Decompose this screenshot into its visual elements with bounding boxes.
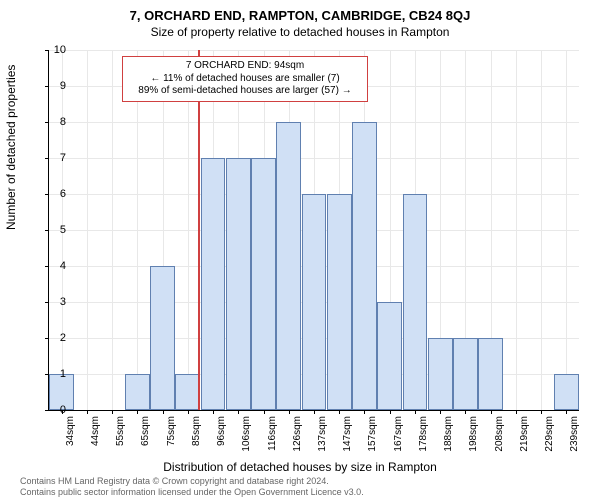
xtick-label: 65sqm [140, 416, 151, 466]
xtick-mark [440, 410, 441, 414]
ytick-label: 10 [26, 44, 66, 56]
chart-subtitle: Size of property relative to detached ho… [0, 23, 600, 39]
xtick-label: 34sqm [65, 416, 76, 466]
ytick-label: 2 [26, 332, 66, 344]
xtick-label: 96sqm [216, 416, 227, 466]
xtick-mark [264, 410, 265, 414]
xtick-mark [163, 410, 164, 414]
histogram-bar [478, 338, 503, 410]
ytick-label: 0 [26, 404, 66, 416]
xtick-mark [415, 410, 416, 414]
xtick-label: 126sqm [292, 416, 303, 466]
xtick-mark [87, 410, 88, 414]
xtick-label: 167sqm [393, 416, 404, 466]
xtick-label: 188sqm [443, 416, 454, 466]
xtick-mark [289, 410, 290, 414]
xtick-mark [314, 410, 315, 414]
histogram-bar [428, 338, 453, 410]
xtick-mark [112, 410, 113, 414]
annotation-line3: 89% of semi-detached houses are larger (… [127, 85, 363, 98]
histogram-bar [125, 374, 150, 410]
footer-line1: Contains HM Land Registry data © Crown c… [20, 476, 364, 487]
xtick-mark [516, 410, 517, 414]
xtick-mark [137, 410, 138, 414]
histogram-bar [403, 194, 428, 410]
ytick-label: 4 [26, 260, 66, 272]
xtick-label: 55sqm [115, 416, 126, 466]
xtick-label: 229sqm [544, 416, 555, 466]
xtick-mark [238, 410, 239, 414]
xtick-label: 116sqm [267, 416, 278, 466]
xtick-label: 219sqm [519, 416, 530, 466]
xtick-label: 106sqm [241, 416, 252, 466]
histogram-bar [276, 122, 301, 410]
plot-area: 7 ORCHARD END: 94sqm← 11% of detached ho… [48, 50, 579, 411]
xtick-mark [188, 410, 189, 414]
xtick-label: 147sqm [342, 416, 353, 466]
histogram-bar [201, 158, 226, 410]
chart-title: 7, ORCHARD END, RAMPTON, CAMBRIDGE, CB24… [0, 0, 600, 23]
histogram-bar [554, 374, 579, 410]
y-axis-label: Number of detached properties [4, 65, 18, 230]
grid-line [516, 50, 517, 410]
ytick-label: 5 [26, 224, 66, 236]
grid-line [112, 50, 113, 410]
grid-line [541, 50, 542, 410]
histogram-bar [226, 158, 251, 410]
xtick-label: 157sqm [367, 416, 378, 466]
histogram-bar [251, 158, 276, 410]
xtick-label: 198sqm [468, 416, 479, 466]
xtick-mark [491, 410, 492, 414]
property-marker-line [198, 50, 200, 410]
xtick-mark [566, 410, 567, 414]
xtick-mark [465, 410, 466, 414]
grid-line [137, 50, 138, 410]
xtick-mark [541, 410, 542, 414]
ytick-label: 7 [26, 152, 66, 164]
annotation-box: 7 ORCHARD END: 94sqm← 11% of detached ho… [122, 56, 368, 102]
grid-line [566, 50, 567, 410]
xtick-label: 44sqm [90, 416, 101, 466]
ytick-label: 3 [26, 296, 66, 308]
histogram-bar [453, 338, 478, 410]
histogram-bar [302, 194, 327, 410]
annotation-line2: ← 11% of detached houses are smaller (7) [127, 73, 363, 86]
xtick-label: 75sqm [166, 416, 177, 466]
xtick-label: 85sqm [191, 416, 202, 466]
xtick-mark [390, 410, 391, 414]
xtick-label: 137sqm [317, 416, 328, 466]
ytick-label: 9 [26, 80, 66, 92]
grid-line [87, 50, 88, 410]
ytick-label: 1 [26, 368, 66, 380]
histogram-bar [352, 122, 377, 410]
footer-attribution: Contains HM Land Registry data © Crown c… [20, 476, 364, 498]
footer-line2: Contains public sector information licen… [20, 487, 364, 498]
xtick-label: 208sqm [494, 416, 505, 466]
xtick-mark [339, 410, 340, 414]
ytick-label: 6 [26, 188, 66, 200]
histogram-bar [175, 374, 200, 410]
xtick-label: 178sqm [418, 416, 429, 466]
xtick-mark [364, 410, 365, 414]
histogram-bar [150, 266, 175, 410]
annotation-line1: 7 ORCHARD END: 94sqm [127, 60, 363, 73]
histogram-bar [377, 302, 402, 410]
histogram-bar [327, 194, 352, 410]
ytick-label: 8 [26, 116, 66, 128]
xtick-mark [213, 410, 214, 414]
xtick-label: 239sqm [569, 416, 580, 466]
grid-line [188, 50, 189, 410]
